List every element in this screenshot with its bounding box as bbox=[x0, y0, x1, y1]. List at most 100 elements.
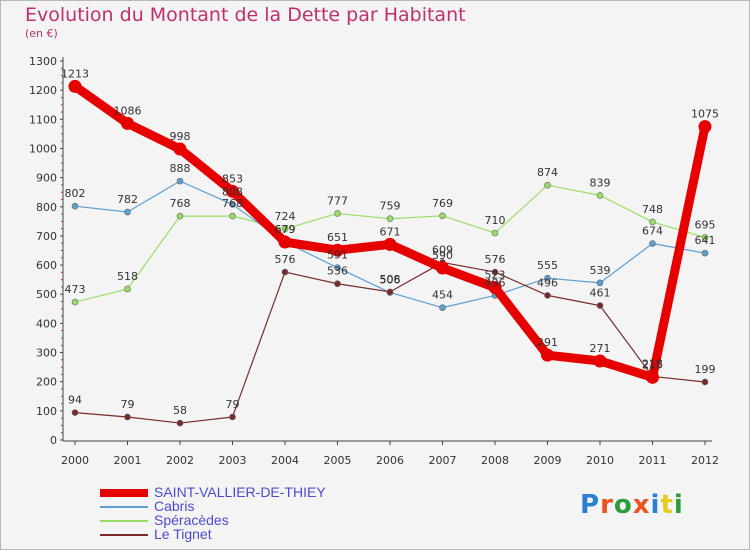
data-point bbox=[383, 237, 397, 251]
data-label: 724 bbox=[275, 210, 296, 223]
data-point bbox=[334, 264, 341, 272]
data-point bbox=[176, 419, 184, 427]
data-label: 555 bbox=[537, 259, 558, 272]
data-label: 874 bbox=[537, 166, 558, 179]
y-tick-label: 800 bbox=[36, 201, 57, 214]
x-tick-label: 2009 bbox=[534, 454, 562, 467]
data-label: 1086 bbox=[114, 104, 142, 117]
y-tick-label: 1100 bbox=[29, 113, 57, 126]
data-point bbox=[124, 208, 131, 216]
data-point bbox=[596, 192, 604, 199]
x-tick-label: 2011 bbox=[639, 454, 667, 467]
data-point bbox=[491, 229, 499, 237]
y-tick-label: 0 bbox=[50, 434, 57, 447]
legend-item-saint-vallier-de-thiey: SAINT-VALLIER-DE-THIEY bbox=[100, 484, 420, 500]
data-label: 291 bbox=[537, 336, 558, 349]
legend-item-speracedes: Spéracèdes bbox=[100, 512, 420, 528]
x-tick-label: 2002 bbox=[166, 454, 194, 467]
x-tick-label: 2001 bbox=[114, 454, 142, 467]
x-tick-label: 2007 bbox=[429, 454, 457, 467]
logo-letter: t bbox=[660, 490, 674, 520]
data-label: 523 bbox=[485, 269, 506, 282]
chart-subtitle: (en €) bbox=[25, 27, 58, 40]
data-label: 998 bbox=[170, 130, 191, 143]
data-point bbox=[701, 249, 709, 257]
data-point bbox=[281, 268, 289, 276]
data-label: 888 bbox=[170, 162, 191, 175]
data-point bbox=[596, 302, 604, 309]
y-tick-label: 1200 bbox=[29, 84, 57, 97]
data-labels-1: 802 782 888 808 679 591 506 454 496 555 539 674 641 bbox=[65, 162, 716, 302]
data-label: 839 bbox=[590, 176, 611, 189]
y-axis: 0 100 200 300 400 500 600 700 800 900 1000 1100 1200… bbox=[29, 55, 63, 447]
data-label: 215 bbox=[642, 358, 663, 371]
data-point bbox=[124, 285, 131, 293]
data-label: 671 bbox=[380, 225, 401, 238]
x-tick-label: 2008 bbox=[481, 454, 509, 467]
data-label: 1075 bbox=[691, 108, 719, 121]
y-tick-label: 600 bbox=[36, 259, 57, 272]
data-label: 768 bbox=[170, 197, 191, 210]
data-point bbox=[596, 279, 604, 287]
data-point bbox=[386, 288, 394, 296]
data-point bbox=[544, 181, 551, 189]
data-label: 496 bbox=[537, 276, 558, 289]
x-tick-label: 2006 bbox=[376, 454, 404, 467]
data-label: 271 bbox=[590, 342, 611, 355]
legend-label: Cabris bbox=[154, 498, 195, 514]
series-2 bbox=[71, 181, 709, 306]
data-point bbox=[701, 234, 709, 241]
data-label: 768 bbox=[222, 197, 243, 210]
legend-swatch bbox=[100, 489, 148, 497]
y-tick-label: 700 bbox=[36, 230, 57, 243]
data-label: 506 bbox=[380, 273, 401, 286]
data-label: 853 bbox=[222, 172, 243, 185]
data-label: 539 bbox=[590, 264, 611, 277]
data-point bbox=[439, 212, 446, 220]
legend-swatch bbox=[100, 520, 148, 522]
data-point bbox=[698, 120, 712, 134]
data-label: 679 bbox=[275, 223, 296, 236]
y-tick-label: 900 bbox=[36, 172, 57, 185]
data-point bbox=[176, 212, 184, 220]
data-point bbox=[71, 409, 79, 416]
data-labels-0: 1213 1086 998 853 679 651 671 590 523 291 271 215 10… bbox=[61, 67, 719, 371]
data-label: 641 bbox=[695, 234, 716, 247]
data-label: 590 bbox=[432, 249, 453, 262]
y-tick-label: 100 bbox=[36, 405, 57, 418]
data-label: 576 bbox=[275, 253, 296, 266]
data-point bbox=[278, 235, 292, 249]
data-label: 508 bbox=[380, 273, 401, 286]
data-point bbox=[386, 215, 394, 223]
data-label: 199 bbox=[695, 363, 716, 376]
x-tick-label: 2004 bbox=[271, 454, 299, 467]
logo-letter: o bbox=[613, 490, 633, 520]
data-point bbox=[229, 212, 236, 220]
legend-swatch bbox=[100, 534, 148, 536]
data-labels-2: 473 518 768 768 724 777 759 769 710 874 839 748 695 bbox=[65, 166, 716, 296]
data-label: 777 bbox=[327, 194, 348, 207]
logo-letter: x bbox=[632, 490, 651, 520]
data-label: 576 bbox=[485, 253, 506, 266]
data-label: 454 bbox=[432, 289, 453, 302]
proxiti-logo: Proxiti bbox=[580, 490, 684, 520]
logo-letter: i bbox=[650, 490, 661, 520]
data-point bbox=[436, 261, 449, 275]
chart-title: Evolution du Montant de la Dette par Hab… bbox=[25, 4, 466, 26]
data-point bbox=[331, 243, 344, 257]
y-tick-label: 400 bbox=[36, 317, 57, 330]
data-point bbox=[68, 79, 82, 93]
data-point bbox=[226, 184, 239, 198]
data-label: 58 bbox=[173, 404, 187, 417]
data-point bbox=[488, 281, 502, 295]
data-label: 802 bbox=[65, 187, 86, 200]
data-label: 496 bbox=[485, 276, 506, 289]
data-label: 674 bbox=[642, 225, 663, 238]
logo-letter: P bbox=[580, 490, 601, 520]
data-label: 461 bbox=[590, 287, 611, 300]
data-label: 591 bbox=[327, 249, 348, 262]
data-label: 536 bbox=[327, 265, 348, 278]
data-label: 79 bbox=[121, 398, 135, 411]
data-point bbox=[649, 218, 656, 226]
